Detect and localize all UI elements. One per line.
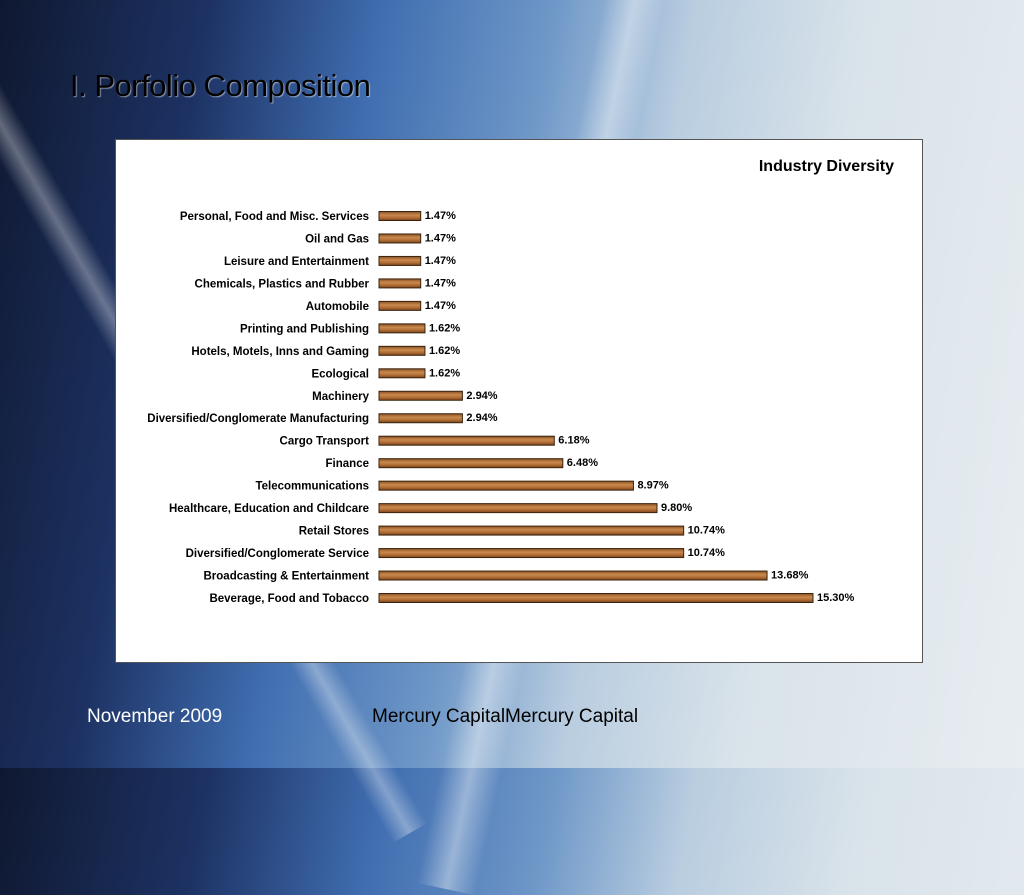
data-label: 9.80% [661,502,692,514]
footer-date: November 2009 [87,706,223,727]
category-label: Printing and Publishing [240,323,369,335]
bar [378,345,426,356]
bar [378,390,463,401]
category-label: Broadcasting & Entertainment [204,571,370,583]
category-label: Oil and Gas [305,233,369,245]
category-label: Hotels, Motels, Inns and Gaming [191,346,369,358]
bar-chart: Personal, Food and Misc. Services 1.47% Oi… [147,210,855,605]
bar [378,548,685,559]
data-label: 2.94% [466,390,497,402]
data-label: 1.47% [425,232,456,244]
bar [378,413,463,424]
bar [378,435,555,446]
bar [378,503,658,514]
footer-company: Mercury CapitalMercury Capital [372,706,639,727]
data-label: 1.62% [429,345,460,357]
category-label: Ecological [311,368,369,380]
category-label: Beverage, Food and Tobacco [209,593,369,605]
category-label: Cargo Transport [280,436,370,448]
data-label: 1.62% [429,322,460,334]
bar [378,480,634,491]
data-label: 15.30% [817,592,855,604]
bar [378,525,685,536]
bar [378,593,814,603]
category-label: Retail Stores [299,526,369,538]
bar [378,300,422,311]
category-label: Automobile [306,301,369,313]
bar [378,323,426,334]
bar [378,278,422,289]
chart-title: Industry Diversity [758,158,894,175]
bar [378,255,422,266]
data-label: 1.47% [425,255,456,267]
data-label: 6.48% [567,457,598,469]
data-label: 8.97% [637,480,668,492]
category-label: Telecommunications [255,481,369,493]
category-label: Diversified/Conglomerate Service [186,548,369,560]
data-label: 1.47% [425,300,456,312]
data-label: 10.74% [688,525,726,537]
data-label: 13.68% [771,570,809,582]
category-label: Chemicals, Plastics and Rubber [195,278,370,290]
data-label: 10.74% [688,547,726,559]
data-label: 1.47% [425,210,456,222]
category-label: Machinery [312,391,369,403]
bar [378,368,426,379]
chart-panel: Industry Diversity Personal, Food and Mi… [115,139,923,663]
category-label: Finance [326,458,369,470]
data-label: 6.18% [558,435,589,447]
category-label: Diversified/Conglomerate Manufacturing [147,413,369,425]
data-label: 1.47% [425,277,456,289]
bar [378,211,422,221]
data-label: 1.62% [429,367,460,379]
bar [378,458,564,469]
slide-title: I. Porfolio Composition [70,68,371,103]
category-label: Personal, Food and Misc. Services [180,211,369,223]
category-label: Leisure and Entertainment [224,256,369,268]
data-label: 2.94% [466,412,497,424]
bar [378,570,768,581]
category-label: Healthcare, Education and Childcare [169,503,369,515]
bar [378,233,422,244]
